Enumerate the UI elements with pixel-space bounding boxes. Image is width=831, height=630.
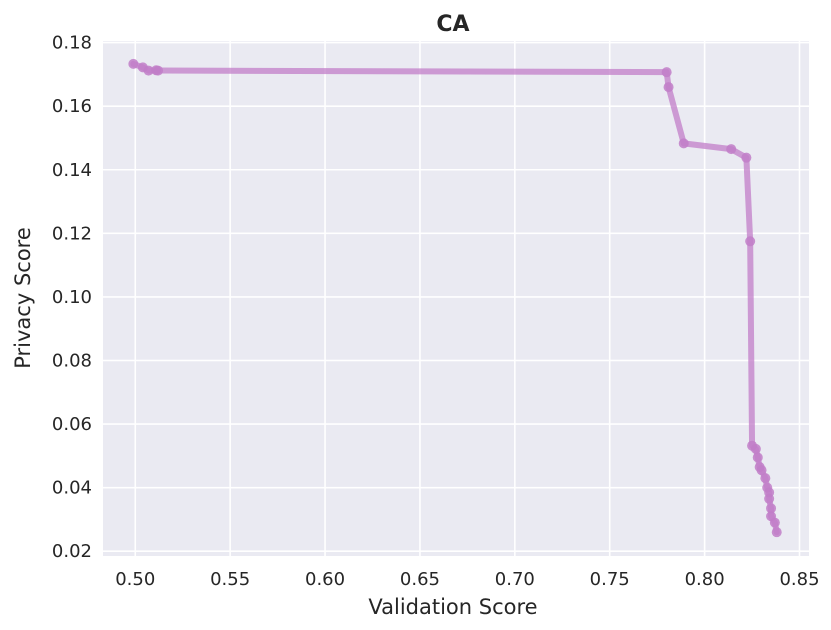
x-tick-label: 0.75 bbox=[590, 569, 630, 590]
y-tick-label: 0.14 bbox=[52, 160, 92, 181]
grid bbox=[103, 41, 809, 556]
y-tick-label: 0.16 bbox=[52, 96, 92, 117]
y-tick-label: 0.04 bbox=[52, 478, 92, 499]
data-point bbox=[760, 473, 771, 484]
data-point bbox=[750, 443, 761, 454]
data-point bbox=[153, 65, 164, 76]
x-tick-label: 0.55 bbox=[210, 569, 250, 590]
data-point bbox=[128, 58, 139, 69]
x-tick-label: 0.85 bbox=[779, 569, 819, 590]
data-point bbox=[766, 503, 777, 514]
tick-labels: 0.50 0.55 0.60 0.65 0.70 0.75 0.80 0.85 0.02 0.04… bbox=[52, 33, 820, 590]
x-tick-label: 0.60 bbox=[305, 569, 345, 590]
chart-title: CA bbox=[436, 12, 469, 37]
data-point bbox=[771, 527, 782, 538]
x-tick-label: 0.70 bbox=[495, 569, 535, 590]
series bbox=[128, 58, 782, 538]
y-tick-label: 0.08 bbox=[52, 350, 92, 371]
data-point bbox=[756, 465, 767, 476]
data-point bbox=[661, 67, 672, 78]
data-point bbox=[764, 493, 775, 504]
y-axis-title: Privacy Score bbox=[11, 227, 35, 369]
y-tick-label: 0.10 bbox=[52, 287, 92, 308]
data-point bbox=[769, 517, 780, 528]
data-point bbox=[663, 82, 674, 93]
plot-background bbox=[103, 41, 809, 556]
data-point bbox=[726, 144, 737, 155]
y-tick-label: 0.02 bbox=[52, 541, 92, 562]
data-point bbox=[678, 138, 689, 149]
data-point bbox=[741, 152, 752, 163]
x-tick-label: 0.65 bbox=[400, 569, 440, 590]
x-tick-label: 0.50 bbox=[115, 569, 155, 590]
data-point bbox=[752, 452, 763, 463]
x-tick-label: 0.80 bbox=[685, 569, 725, 590]
data-point bbox=[143, 65, 154, 76]
y-tick-label: 0.06 bbox=[52, 414, 92, 435]
data-point bbox=[745, 236, 756, 247]
y-tick-label: 0.18 bbox=[52, 33, 92, 54]
y-tick-label: 0.12 bbox=[52, 223, 92, 244]
x-axis-title: Validation Score bbox=[368, 595, 537, 619]
